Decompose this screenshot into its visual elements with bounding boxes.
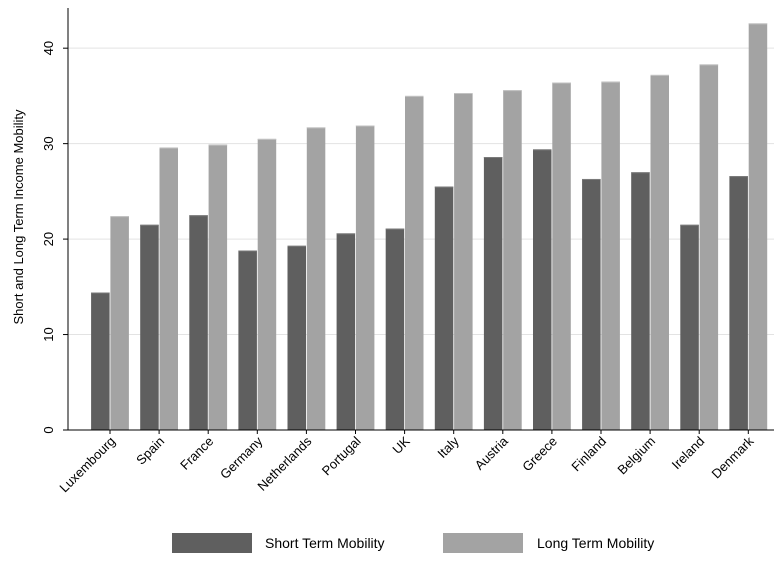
bar-short-term [631, 172, 650, 431]
y-tick-label: 0 [41, 426, 56, 433]
x-tick-label: Portugal [319, 433, 364, 478]
bar-long-term [650, 74, 669, 430]
bar-short-term [533, 149, 552, 430]
legend-swatch [172, 533, 252, 553]
bar-long-term [208, 144, 228, 430]
bar-long-term [159, 147, 178, 431]
bar-short-term [287, 245, 306, 430]
y-tick-label: 30 [41, 136, 56, 150]
bar-long-term [503, 90, 522, 430]
bar-short-term [91, 292, 110, 430]
y-tick-label: 40 [41, 41, 56, 55]
bar-long-term [110, 216, 129, 430]
x-tick-label: Belgium [614, 434, 658, 478]
legend-item-long-term: Long Term Mobility [443, 533, 654, 553]
bar-long-term [601, 81, 620, 430]
x-tick-label: Italy [434, 433, 462, 461]
axes [63, 8, 774, 434]
bar-short-term [140, 224, 159, 430]
legend-label: Short Term Mobility [265, 535, 385, 551]
x-tick-label: Denmark [709, 433, 757, 481]
bars [91, 23, 768, 431]
bar-short-term [582, 178, 601, 430]
x-tick-label: Austria [472, 433, 512, 473]
bar-long-term [257, 138, 277, 430]
legend-item-short-term: Short Term Mobility [172, 533, 385, 553]
legend: Short Term Mobility Long Term Mobility [172, 533, 654, 553]
bar-short-term [385, 228, 405, 430]
bar-long-term [748, 23, 768, 430]
bar-long-term [552, 82, 571, 430]
legend-swatch [443, 533, 523, 553]
bar-short-term [680, 224, 699, 430]
bar-short-term [336, 233, 356, 430]
x-tick-label: UK [389, 433, 413, 457]
bar-short-term [434, 186, 454, 430]
bar-short-term [238, 250, 257, 430]
bar-long-term [355, 125, 375, 430]
bar-long-term [454, 93, 473, 430]
x-tick-label: Spain [133, 434, 167, 468]
y-tick-label: 10 [41, 327, 56, 341]
x-tick-label: Greece [519, 434, 560, 475]
legend-label: Long Term Mobility [537, 535, 654, 551]
x-tick-label: France [177, 434, 216, 473]
y-axis-title: Short and Long Term Income Mobility [11, 109, 26, 325]
y-tick-label: 20 [41, 232, 56, 246]
bar-short-term [483, 157, 503, 430]
bar-long-term [699, 64, 719, 430]
x-tick-label: Germany [217, 433, 266, 482]
bar-long-term [306, 127, 326, 430]
bar-short-term [189, 215, 208, 430]
x-tick-label: Finland [568, 434, 609, 475]
bar-long-term [405, 95, 424, 430]
x-tick-label: Ireland [669, 434, 708, 473]
bar-short-term [729, 176, 748, 430]
x-tick-label: Luxembourg [56, 434, 118, 496]
